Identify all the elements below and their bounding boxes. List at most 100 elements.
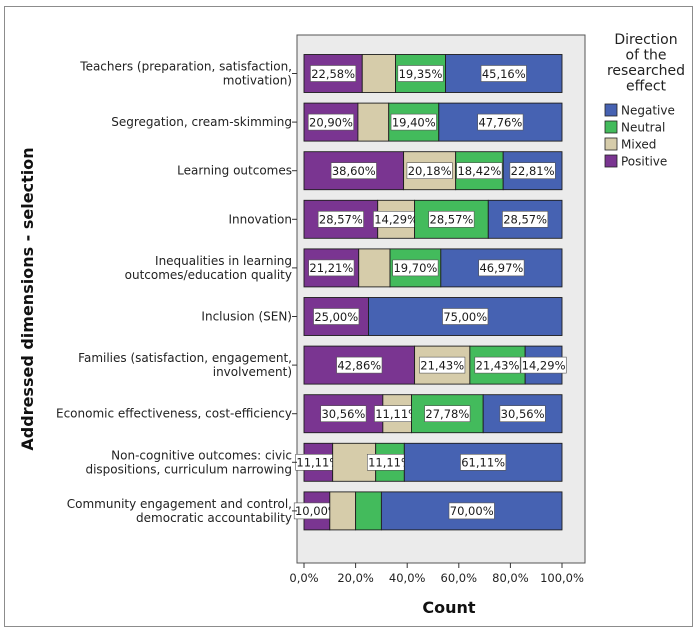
- bar-segment-mixed: [357, 102, 390, 142]
- data-label: 70,00%: [450, 504, 494, 518]
- data-label: 28,57%: [319, 213, 363, 227]
- data-label-box: [320, 405, 367, 423]
- x-tick-label: 80,0%: [492, 571, 529, 585]
- data-label-box: [474, 356, 521, 374]
- bar-segment-mixed: [358, 248, 391, 288]
- data-label-box: [448, 502, 495, 520]
- legend-label: Negative: [621, 104, 675, 118]
- data-label-box: [478, 259, 525, 277]
- data-label: 14,29%: [522, 358, 566, 372]
- category-label: Non-cognitive outcomes: civic: [111, 448, 292, 462]
- legend-swatch-negative: [604, 103, 618, 117]
- category-label: Inequalities in learning: [155, 254, 292, 268]
- category-label: Families (satisfaction, engagement,: [78, 351, 292, 365]
- data-label: 21,43%: [476, 358, 520, 372]
- data-label-box: [520, 356, 567, 374]
- data-label-box: [406, 162, 453, 179]
- data-label: 30,56%: [321, 407, 365, 421]
- data-label: 19,70%: [393, 261, 437, 275]
- data-label-box: [460, 453, 507, 471]
- data-label-box: [313, 308, 360, 325]
- data-label: 75,00%: [443, 310, 487, 324]
- category-label: involvement): [213, 365, 292, 379]
- category-label: Teachers (preparation, satisfaction,: [79, 60, 292, 74]
- data-label-box: [308, 259, 355, 277]
- legend-title: effect: [626, 79, 667, 95]
- data-label: 19,35%: [399, 67, 443, 81]
- category-label: motivation): [223, 74, 292, 88]
- data-label: 18,42%: [457, 164, 501, 178]
- category-label: Learning outcomes: [177, 164, 292, 178]
- legend-swatch-neutral: [604, 120, 618, 134]
- legend-label: Mixed: [621, 138, 656, 152]
- x-tick-label: 20,0%: [337, 571, 374, 585]
- x-tick-label: 60,0%: [441, 571, 478, 585]
- category-label: Segregation, cream-skimming: [111, 115, 292, 129]
- legend-title: Direction: [614, 32, 677, 48]
- data-label: 42,86%: [337, 358, 381, 372]
- data-label: 28,57%: [503, 213, 547, 227]
- data-label-box: [390, 113, 437, 131]
- legend-swatch-positive: [604, 154, 618, 168]
- data-label: 20,18%: [408, 164, 452, 178]
- data-label: 11,11%: [368, 456, 412, 470]
- x-axis-title: Count: [422, 598, 476, 617]
- data-label: 61,11%: [461, 456, 505, 470]
- x-tick-label: 0,0%: [289, 571, 318, 585]
- bar-segment-neutral: [355, 491, 382, 531]
- category-label: Community engagement and control,: [67, 497, 292, 511]
- data-label: 45,16%: [482, 67, 526, 81]
- legend-title: researched: [607, 63, 685, 79]
- data-label: 21,21%: [309, 261, 353, 275]
- category-label: dispositions, curriculum narrowing: [85, 462, 292, 476]
- data-label: 38,60%: [332, 164, 376, 178]
- data-label-box: [397, 65, 444, 82]
- data-label: 27,78%: [425, 407, 469, 421]
- category-label: Inclusion (SEN): [201, 310, 292, 324]
- data-label-box: [477, 113, 524, 131]
- data-label-box: [502, 211, 549, 228]
- data-label: 47,76%: [478, 115, 522, 129]
- category-label: Economic effectiveness, cost-efficiency: [56, 407, 292, 421]
- y-axis-title: Addressed dimensions - selection: [18, 147, 37, 450]
- data-label-box: [336, 356, 383, 374]
- data-label: 11,11%: [296, 456, 340, 470]
- category-label: Innovation: [228, 212, 292, 226]
- data-label: 46,97%: [479, 261, 523, 275]
- data-label-box: [330, 162, 377, 179]
- data-label-box: [509, 162, 556, 179]
- legend-label: Positive: [621, 155, 667, 169]
- data-label: 21,43%: [420, 358, 464, 372]
- data-label-box: [392, 259, 439, 277]
- data-label-box: [310, 65, 357, 82]
- data-label-box: [442, 308, 489, 325]
- data-label-box: [499, 405, 546, 423]
- data-label: 28,57%: [430, 213, 474, 227]
- data-label: 30,56%: [501, 407, 545, 421]
- data-label-box: [480, 65, 527, 82]
- data-label-box: [424, 405, 471, 423]
- data-label: 20,90%: [309, 115, 353, 129]
- legend-title: of the: [626, 48, 667, 64]
- data-label: 14,29%: [374, 213, 418, 227]
- x-tick-label: 40,0%: [389, 571, 426, 585]
- data-label-box: [317, 211, 364, 228]
- category-label: democratic accountability: [136, 511, 292, 525]
- category-label: outcomes/education quality: [125, 268, 292, 282]
- legend-swatch-mixed: [604, 137, 618, 151]
- data-label: 22,81%: [511, 164, 555, 178]
- x-tick-label: 100,0%: [540, 571, 584, 585]
- data-label-box: [419, 356, 466, 374]
- bar-segment-mixed: [329, 491, 357, 531]
- bar-segment-negative: [403, 442, 563, 482]
- data-label-box: [456, 162, 503, 179]
- data-label: 19,40%: [392, 115, 436, 129]
- bar-segment-mixed: [361, 54, 397, 93]
- data-label: 22,58%: [311, 67, 355, 81]
- data-label-box: [307, 113, 354, 131]
- legend-label: Neutral: [621, 121, 665, 135]
- data-label: 25,00%: [314, 310, 358, 324]
- data-label: 11,11%: [375, 407, 419, 421]
- data-label-box: [428, 211, 475, 228]
